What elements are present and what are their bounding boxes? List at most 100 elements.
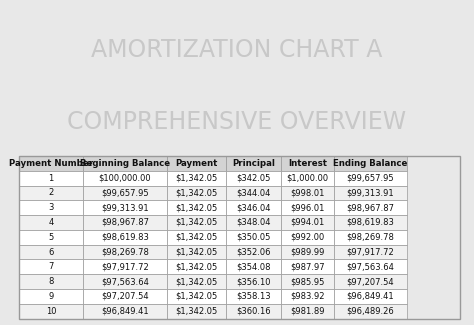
Text: $998.01: $998.01 [291,188,325,197]
Text: $344.04: $344.04 [237,188,271,197]
Text: 9: 9 [48,292,54,301]
Bar [19,259,83,274]
Text: Payment: Payment [175,159,218,168]
Bar [281,289,334,304]
Text: $348.04: $348.04 [237,218,271,227]
Bar [281,186,334,200]
Bar [334,215,407,230]
Text: $97,917.72: $97,917.72 [346,248,394,256]
Bar [167,245,226,259]
Text: $97,917.72: $97,917.72 [101,262,149,271]
Bar [334,274,407,289]
Text: 8: 8 [48,277,54,286]
Text: $1,342.05: $1,342.05 [175,203,218,212]
Text: $346.04: $346.04 [237,203,271,212]
Bar [19,274,83,289]
Text: $1,342.05: $1,342.05 [175,292,218,301]
Text: Beginning Balance: Beginning Balance [80,159,170,168]
Text: $100,000.00: $100,000.00 [99,174,151,183]
Bar [167,186,226,200]
Text: Interest: Interest [288,159,327,168]
Bar [281,259,334,274]
Bar [334,171,407,186]
Bar [334,186,407,200]
Text: 10: 10 [46,306,56,316]
Bar [167,200,226,215]
Bar [19,230,83,245]
Text: $98,269.78: $98,269.78 [346,233,394,242]
Text: $350.05: $350.05 [237,233,271,242]
Bar [226,200,281,215]
Bar [167,259,226,274]
Text: $1,342.05: $1,342.05 [175,218,218,227]
Text: $356.10: $356.10 [237,277,271,286]
Bar [83,230,167,245]
Bar [334,289,407,304]
Bar [226,274,281,289]
Bar [19,289,83,304]
Bar [334,304,407,318]
Bar [83,304,167,318]
Bar [167,304,226,318]
Bar [226,289,281,304]
Bar [281,200,334,215]
Bar [334,245,407,259]
Text: $354.08: $354.08 [237,262,271,271]
Bar [334,200,407,215]
Text: 6: 6 [48,248,54,256]
Text: 5: 5 [48,233,54,242]
Text: $987.97: $987.97 [291,262,325,271]
Text: $1,342.05: $1,342.05 [175,262,218,271]
Text: 2: 2 [48,188,54,197]
Bar [83,289,167,304]
Bar [281,215,334,230]
Text: $98,967.87: $98,967.87 [346,203,394,212]
Bar [226,230,281,245]
Text: $352.06: $352.06 [237,248,271,256]
Bar [19,200,83,215]
Text: $98,967.87: $98,967.87 [101,218,149,227]
Bar [334,230,407,245]
Bar [83,274,167,289]
Bar [226,215,281,230]
Bar [334,259,407,274]
Text: COMPREHENSIVE OVERVIEW: COMPREHENSIVE OVERVIEW [67,110,407,134]
Text: $97,563.64: $97,563.64 [346,262,394,271]
Text: $97,207.54: $97,207.54 [346,277,394,286]
Bar [19,304,83,318]
Bar [167,171,226,186]
Bar [281,304,334,318]
Text: $1,342.05: $1,342.05 [175,174,218,183]
Bar [281,156,334,171]
Bar [83,186,167,200]
Text: $983.92: $983.92 [291,292,325,301]
Text: $1,342.05: $1,342.05 [175,248,218,256]
Bar [19,245,83,259]
Text: $99,657.95: $99,657.95 [346,174,394,183]
Text: $992.00: $992.00 [291,233,325,242]
Text: $994.01: $994.01 [291,218,325,227]
Bar [19,171,83,186]
Text: 3: 3 [48,203,54,212]
Text: $985.95: $985.95 [291,277,325,286]
Bar [19,156,83,171]
Bar [83,215,167,230]
Text: $97,207.54: $97,207.54 [101,292,148,301]
Text: $1,342.05: $1,342.05 [175,277,218,286]
Text: $360.16: $360.16 [237,306,271,316]
Text: $358.13: $358.13 [237,292,271,301]
Text: Payment Number: Payment Number [9,159,93,168]
Bar [281,171,334,186]
Text: AMORTIZATION CHART A: AMORTIZATION CHART A [91,38,383,62]
Bar [83,245,167,259]
Bar [167,156,226,171]
Bar [281,230,334,245]
Text: $97,563.64: $97,563.64 [101,277,149,286]
Text: $1,342.05: $1,342.05 [175,306,218,316]
Text: $96,489.26: $96,489.26 [346,306,394,316]
Bar [226,156,281,171]
Text: $1,342.05: $1,342.05 [175,233,218,242]
Bar [167,274,226,289]
Bar [167,215,226,230]
Bar [281,274,334,289]
